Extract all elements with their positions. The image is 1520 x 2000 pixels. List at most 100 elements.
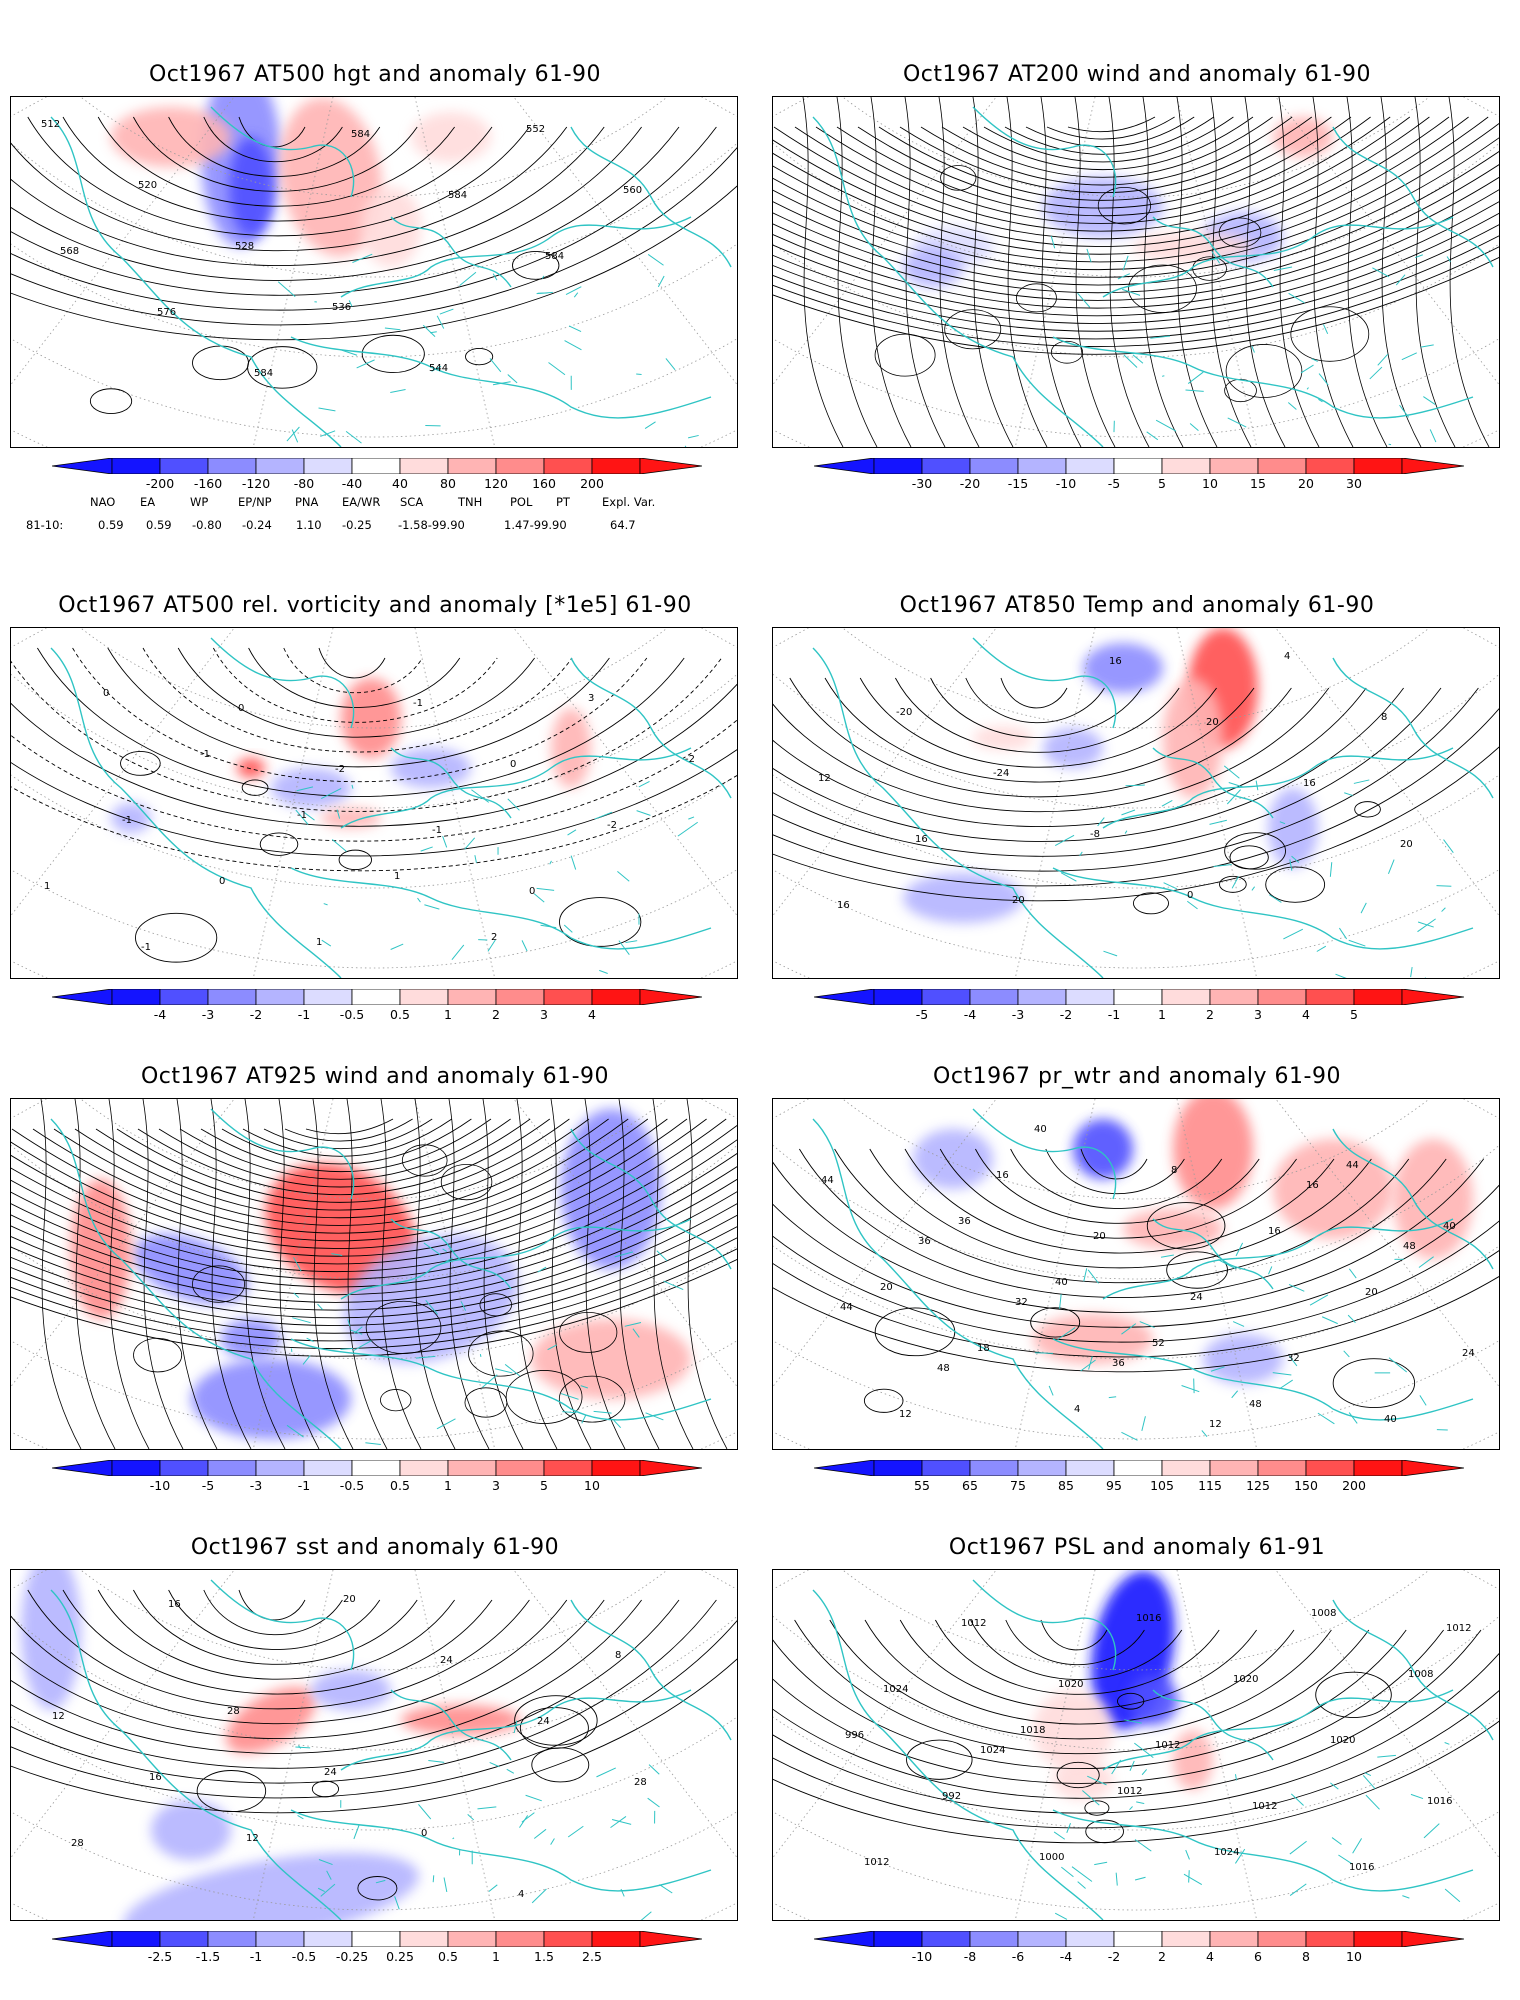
contour-label: -8 bbox=[1090, 829, 1100, 840]
contour-label: 24 bbox=[324, 1767, 337, 1778]
coastline bbox=[390, 1689, 512, 1761]
contour-label: 8 bbox=[1381, 712, 1387, 723]
coastline bbox=[1052, 867, 1474, 950]
colorbar-tick-label: 2 bbox=[492, 1007, 500, 1022]
map-frame: 512 520 528 536 544 552 560 568 576 584 584 584 584 bbox=[10, 96, 738, 448]
coastline bbox=[50, 1589, 342, 1920]
anomaly-shading bbox=[221, 1319, 281, 1359]
colorbar-swatch bbox=[111, 989, 161, 1005]
contour-label: 20 bbox=[1012, 895, 1025, 906]
panel-title: Oct1967 AT925 wind and anomaly 61-90 bbox=[140, 1064, 610, 1089]
colorbar-tick-label: 5 bbox=[540, 1478, 548, 1493]
colorbar-tick-label: -160 bbox=[193, 476, 223, 491]
colorbar-swatch bbox=[873, 989, 923, 1005]
colorbar-swatch bbox=[1353, 989, 1403, 1005]
colorbar-tick-label: 65 bbox=[962, 1478, 978, 1493]
map-frame bbox=[772, 96, 1500, 448]
colorbar-swatch bbox=[207, 989, 257, 1005]
anomaly-shading bbox=[973, 726, 1033, 750]
colorbar-swatch bbox=[351, 1931, 401, 1947]
colorbar-tick-label: -1 bbox=[1107, 1007, 1121, 1022]
map-frame bbox=[10, 1098, 738, 1450]
contour-label: 16 bbox=[1303, 778, 1316, 789]
coastline bbox=[570, 1599, 732, 1741]
colorbar-tick-label: -1 bbox=[297, 1007, 311, 1022]
contour-label: 0 bbox=[529, 886, 535, 897]
coastline bbox=[290, 1809, 712, 1892]
colorbar-tick-label: 0.5 bbox=[390, 1478, 410, 1493]
contour-label: -1 bbox=[200, 749, 210, 760]
colorbar bbox=[52, 1460, 702, 1476]
contour-label: 48 bbox=[937, 1363, 950, 1374]
contour-label: 1 bbox=[394, 871, 400, 882]
anomaly-shading bbox=[903, 873, 1023, 923]
colorbar-tick-label: 115 bbox=[1198, 1478, 1222, 1493]
anomaly-shading bbox=[1083, 643, 1163, 693]
colorbar-tick-label: -3 bbox=[201, 1007, 215, 1022]
colorbar-swatch bbox=[159, 458, 209, 474]
colorbar-tick-label: 85 bbox=[1058, 1478, 1074, 1493]
colorbar-tick-label: -1 bbox=[297, 1478, 311, 1493]
contour-label: 18 bbox=[977, 1343, 990, 1354]
panel-title: Oct1967 AT200 wind and anomaly 61-90 bbox=[902, 62, 1372, 87]
contour-label: 996 bbox=[845, 1730, 864, 1741]
colorbar-swatch bbox=[495, 1460, 545, 1476]
contour-label: 32 bbox=[1287, 1353, 1300, 1364]
anomaly-shading bbox=[271, 768, 351, 808]
colorbar-tick-label: -1.5 bbox=[195, 1949, 221, 1964]
contour-label: 1020 bbox=[1058, 1679, 1083, 1690]
map-plot: 28 24 0 4 8 12 16 12 20 24 24 28 28 16 bbox=[11, 1570, 737, 1920]
contour-label: 520 bbox=[138, 180, 157, 191]
anomaly-shading bbox=[1273, 1139, 1393, 1239]
coastline bbox=[812, 116, 1104, 447]
colorbar-swatch bbox=[351, 1460, 401, 1476]
colorbar bbox=[814, 1460, 1464, 1476]
contour-label: 1018 bbox=[1020, 1725, 1045, 1736]
anomaly-shading bbox=[913, 1129, 993, 1189]
teleconnection-value: 64.7 bbox=[610, 518, 636, 532]
contour-label: 1000 bbox=[1039, 1852, 1064, 1863]
contour-label: 0 bbox=[1187, 890, 1193, 901]
contour-label: 52 bbox=[1152, 1338, 1165, 1349]
contour-label: 16 bbox=[837, 900, 850, 911]
coastline bbox=[1102, 1218, 1454, 1300]
coastline bbox=[50, 647, 342, 978]
colorbar-tick-label: 2.5 bbox=[582, 1949, 602, 1964]
contour-label: 24 bbox=[440, 1655, 453, 1666]
colorbar-tick-label: -3 bbox=[249, 1478, 263, 1493]
colorbar-ticks: -200 -160 -120 -80 -40 40 80 120 160 200 bbox=[10, 476, 740, 492]
colorbar-tick-label: 1 bbox=[444, 1478, 452, 1493]
colorbar-tick-label: 1 bbox=[492, 1949, 500, 1964]
colorbar-swatch bbox=[1257, 458, 1307, 474]
contour-label: 992 bbox=[942, 1791, 961, 1802]
colorbar-tick-label: 8 bbox=[1302, 1949, 1310, 1964]
colorbar-swatch bbox=[1065, 1460, 1115, 1476]
colorbar-tick-label: 125 bbox=[1246, 1478, 1270, 1493]
colorbar bbox=[814, 1931, 1464, 1947]
contour-label: 16 bbox=[1268, 1226, 1281, 1237]
colorbar-swatch bbox=[447, 458, 497, 474]
anomaly-shading bbox=[1073, 1119, 1133, 1179]
teleconnection-header: PNA bbox=[295, 495, 319, 509]
anomaly-shading bbox=[361, 187, 421, 267]
anomaly-shading bbox=[237, 758, 265, 778]
colorbar-tick-label: -2 bbox=[1059, 1007, 1073, 1022]
colorbar-swatch bbox=[1113, 1460, 1163, 1476]
colorbar-ticks: -5 -4 -3 -2 -1 1 2 3 4 5 bbox=[772, 1007, 1502, 1023]
colorbar-tick-label: -4 bbox=[153, 1007, 167, 1022]
anomaly-shading bbox=[229, 137, 273, 237]
colorbar-tick-label: 80 bbox=[440, 476, 456, 491]
contour-label: -2 bbox=[685, 754, 695, 765]
contour-label: 44 bbox=[1346, 1160, 1359, 1171]
colorbar-tick-label: 0.5 bbox=[438, 1949, 458, 1964]
coastline bbox=[1102, 216, 1454, 298]
map-plot bbox=[773, 97, 1499, 447]
contour-label: 1024 bbox=[980, 1745, 1005, 1756]
colorbar-tick-label: 3 bbox=[492, 1478, 500, 1493]
colorbar-tick-label: 1 bbox=[444, 1007, 452, 1022]
coastline bbox=[972, 1579, 1117, 1671]
colorbar-swatch bbox=[399, 1460, 449, 1476]
colorbar-tick-label: 2 bbox=[1206, 1007, 1214, 1022]
contour-label: 584 bbox=[351, 129, 370, 140]
teleconnection-value: 0.59 bbox=[146, 518, 172, 532]
